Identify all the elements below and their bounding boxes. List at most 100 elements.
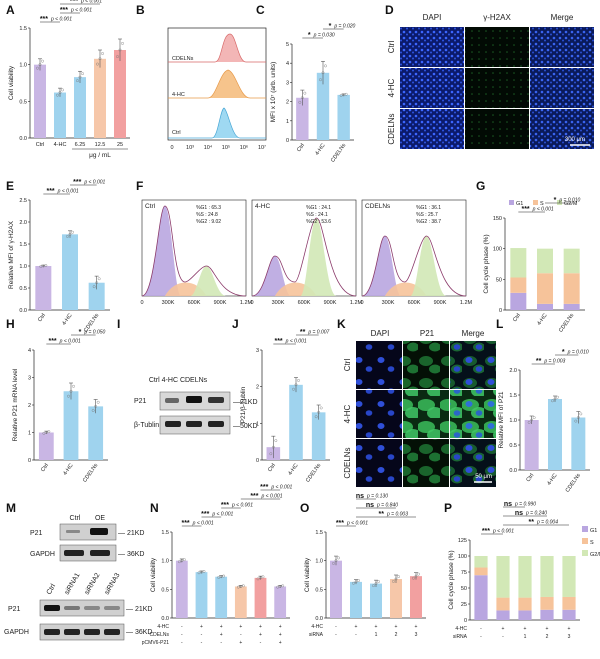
i-band <box>165 421 181 427</box>
f-stat: %S : 25.7 <box>416 212 438 218</box>
bar <box>54 92 66 138</box>
x-tick-label: Ctrl <box>512 313 522 323</box>
y-tick-label: 1 <box>286 119 289 125</box>
b-x-tick: 10³ <box>186 145 194 151</box>
bar <box>390 579 402 618</box>
sig-pvalue: p = 0.050 <box>83 330 105 336</box>
condition-mark: 2 <box>546 634 549 640</box>
data-point <box>180 559 184 563</box>
y-tick-label: 1.5 <box>315 530 323 536</box>
panel-h-chart: 0 1 2 3 4 Relative P21 mRNA level Ctrl 4-HC CDEL… <box>12 329 108 484</box>
panel-l-chart: 0.0 0.5 1.0 1.5 2.0 Relative MFI of P21 Ctrl 4-… <box>498 349 590 494</box>
data-point <box>551 399 554 403</box>
x-tick-label: 4-HC <box>546 473 558 487</box>
panel-b-histogram: CDELNs 4-HC Ctrl 0 10³ 10⁴ 10⁵ 10⁶ 10⁷ <box>167 27 267 151</box>
panel-f-cellcycle: Ctrl %G1 : 65.3%S : 24.8%G2 : 9.02 0 300K 60… <box>140 199 473 306</box>
data-point <box>397 575 400 579</box>
y-tick-label: 0.0 <box>19 136 27 142</box>
y-tick-label: 2 <box>286 100 289 106</box>
f-x-tick: 600K <box>188 300 201 306</box>
condition-mark: - <box>480 634 482 640</box>
condition-mark: + <box>375 624 378 630</box>
legend-label: G1 <box>590 528 597 534</box>
condition-mark: + <box>220 624 223 630</box>
bar <box>38 432 54 460</box>
data-point <box>294 383 298 387</box>
d-row-4hc: 4-HC <box>387 78 396 97</box>
data-point <box>574 419 578 423</box>
legend-label: S <box>540 201 544 207</box>
k-row-ctrl: Ctrl <box>343 359 352 372</box>
data-point <box>47 430 51 434</box>
y-axis-label: Cell cycle phase (%) <box>448 550 455 609</box>
d-scale-text: 300 μm <box>565 137 585 143</box>
sig-pvalue: p = 0.003 <box>386 512 408 518</box>
data-point <box>38 63 42 67</box>
y-tick-label: 0.0 <box>161 616 169 622</box>
sig-stars: *** <box>250 493 258 500</box>
x-tick-label: CDELNs <box>330 143 347 164</box>
y-tick-label: 1.5 <box>19 26 27 32</box>
data-point <box>374 582 378 585</box>
k-img <box>403 439 449 487</box>
y-tick-label: 4 <box>286 61 289 67</box>
sig-pvalue: p = 0.010 <box>558 198 580 204</box>
f-stat: %G2 : 9.02 <box>196 219 221 225</box>
x-tick-label: Ctrl <box>36 142 45 148</box>
data-point <box>276 585 280 589</box>
panel-letter-j: J <box>232 317 239 331</box>
sig-stars: ** <box>379 511 385 518</box>
bar <box>296 97 309 140</box>
d-img <box>465 27 529 67</box>
condition-name: CDELNs <box>150 632 170 638</box>
data-point <box>177 560 181 564</box>
b-label-4hc: 4-HC <box>172 92 185 98</box>
f-x-tick: 900K <box>214 300 227 306</box>
b-x-tick: 10⁷ <box>258 144 266 151</box>
sig-pvalue: p < 0.001 <box>83 180 105 186</box>
condition-name: 4-HC <box>157 624 169 630</box>
data-point <box>68 232 72 236</box>
x-tick-label: 4-HC <box>54 142 67 148</box>
x-tick-label: 6.25 <box>75 142 86 148</box>
y-tick-label: 0.5 <box>161 587 169 593</box>
stack-segment <box>518 610 532 620</box>
bar <box>330 560 342 618</box>
sig-pvalue: p = 0.130 <box>366 494 388 500</box>
panel-letter-d: D <box>385 3 394 17</box>
x-tick-label: 4-HC <box>536 313 548 327</box>
condition-mark: 1 <box>375 632 378 638</box>
data-point <box>324 64 327 68</box>
f-plot-0: Ctrl %G1 : 65.3%S : 24.8%G2 : 9.02 0 300K 60… <box>140 199 253 306</box>
sig-pvalue: p < 0.001 <box>231 503 253 509</box>
sig-pvalue: p < 0.001 <box>70 8 92 14</box>
sig-pvalue: p < 0.001 <box>270 485 292 491</box>
f-stat: %S : 24.1 <box>306 212 328 218</box>
data-point <box>357 579 360 582</box>
sig-stars: *** <box>46 188 54 195</box>
m-band <box>64 629 80 635</box>
stack-segment <box>537 248 553 274</box>
sig-stars: ns <box>515 510 523 517</box>
x-tick-label: 4-HC <box>61 313 73 327</box>
sig-pvalue: p = 0.840 <box>376 503 398 509</box>
data-point <box>261 575 265 579</box>
bar <box>337 94 350 140</box>
sig-pvalue: p < 0.001 <box>492 529 514 535</box>
data-point <box>56 93 59 97</box>
stack-segment <box>562 609 576 620</box>
stack-segment <box>518 597 532 611</box>
sig-stars: ** <box>300 329 306 336</box>
y-axis-label: Relative MFI of P21 <box>498 391 505 448</box>
sig-pvalue: p < 0.001 <box>261 494 283 500</box>
y-tick-label: 0 <box>464 618 467 624</box>
bar <box>74 77 86 138</box>
stack-segment <box>510 292 527 310</box>
y-axis-label: Cell cycle phase (%) <box>483 234 490 293</box>
condition-name: pCMV6-P21 <box>142 640 169 646</box>
panel-letter-k: K <box>337 317 346 331</box>
data-point <box>217 576 221 579</box>
f-plot-1: 4-HC %G1 : 24.1%S : 24.1%G2 : 53.6 0 300K 60… <box>250 199 363 306</box>
f-g2-area <box>300 218 337 296</box>
condition-mark: - <box>260 640 262 646</box>
